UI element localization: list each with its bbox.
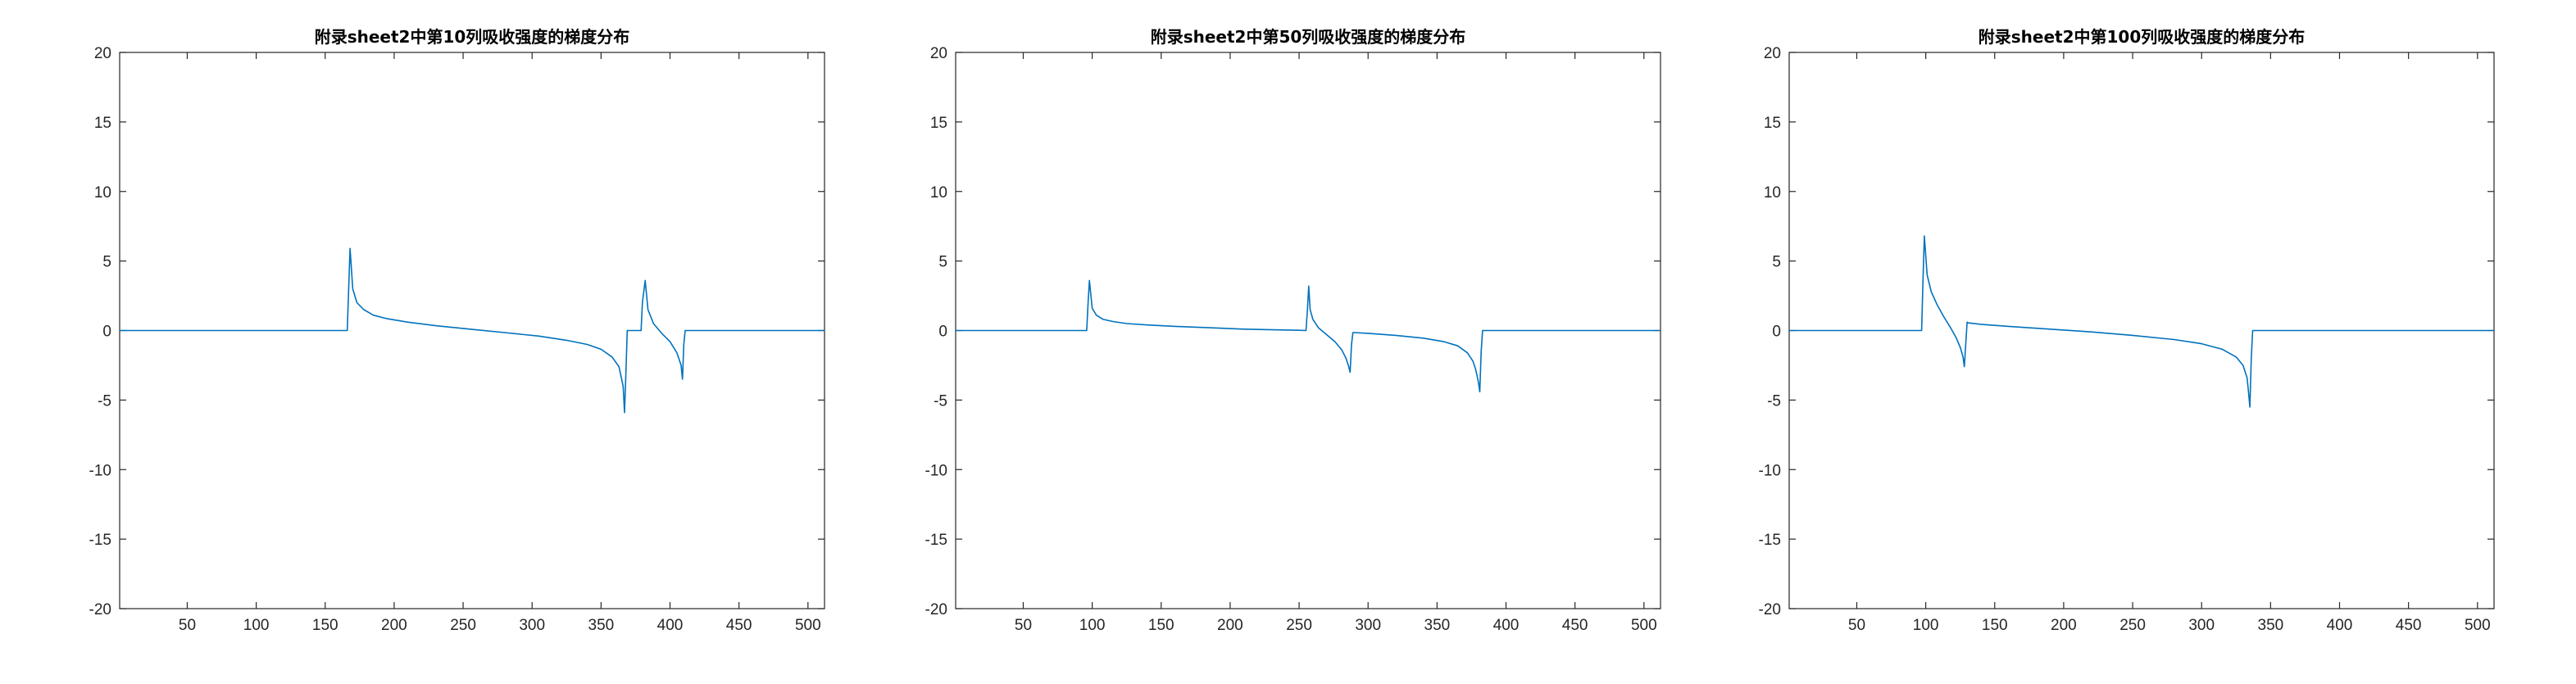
y-tick-label: 0 [1772,324,1781,341]
x-tick-label: 150 [312,617,338,634]
y-tick-label: 5 [1772,254,1781,271]
x-tick-label: 350 [588,617,615,634]
chart-title: 附录sheet2中第10列吸收强度的梯度分布 [315,27,630,47]
series-line [120,247,825,414]
y-tick-label: -10 [89,462,111,479]
x-tick-label: 250 [450,617,476,634]
y-tick-label: -10 [925,462,947,479]
y-tick-label: 5 [102,254,111,271]
x-tick-label: 350 [1424,617,1451,634]
x-tick-label: 500 [2465,617,2491,634]
y-tick-label: -15 [925,532,947,549]
axis-ticks: 50 100 150 200 250 300 350 400 450 500-20-15-10-5… [1759,45,2494,634]
series-line [956,279,1661,393]
x-tick-label: 200 [381,617,407,634]
x-tick-label: 250 [1286,617,1312,634]
x-tick-label: 500 [795,617,821,634]
x-tick-label: 50 [179,617,196,634]
x-tick-label: 350 [2258,617,2284,634]
x-tick-label: 500 [1631,617,1657,634]
y-tick-label: 15 [94,115,111,132]
y-tick-label: -5 [934,392,947,410]
y-tick-label: -15 [89,532,111,549]
x-tick-label: 100 [1913,617,1939,634]
x-tick-label: 50 [1848,617,1865,634]
y-tick-label: -20 [925,601,947,618]
chart-title: 附录sheet2中第100列吸收强度的梯度分布 [1979,27,2306,47]
x-tick-label: 450 [2396,617,2422,634]
chart-column-100: 附录sheet2中第100列吸收强度的梯度分布 50 100 150 200 250 30… [1759,27,2495,634]
y-tick-label: -15 [1759,532,1781,549]
y-tick-label: -5 [1767,392,1781,410]
x-tick-label: 300 [2188,617,2215,634]
x-tick-label: 250 [2119,617,2146,634]
y-tick-label: 0 [102,324,111,341]
y-tick-label: 15 [930,115,947,132]
chart-column-50: 附录sheet2中第50列吸收强度的梯度分布 50 100 150 200 250 300… [925,27,1661,634]
y-tick-label: -5 [98,392,111,410]
x-tick-label: 300 [1355,617,1381,634]
chart-column-10: 附录sheet2中第10列吸收强度的梯度分布 50 100 150 200 250 300… [89,27,825,634]
x-tick-label: 400 [1493,617,1520,634]
y-tick-label: 10 [930,184,947,202]
x-tick-label: 200 [1217,617,1243,634]
x-tick-label: 400 [657,617,684,634]
x-tick-label: 150 [1148,617,1174,634]
axis-ticks: 50 100 150 200 250 300 350 400 450 500-20-15-10-5… [925,45,1661,634]
x-tick-label: 450 [726,617,752,634]
y-tick-label: -20 [89,601,111,618]
x-tick-label: 450 [1562,617,1588,634]
x-tick-label: 100 [243,617,270,634]
y-tick-label: 20 [1764,45,1781,62]
y-tick-label: 15 [1764,115,1781,132]
x-tick-label: 100 [1079,617,1106,634]
y-tick-label: 5 [938,254,947,271]
y-tick-label: 20 [94,45,111,62]
series-line [1789,235,2494,408]
y-tick-label: -20 [1759,601,1781,618]
x-tick-label: 150 [1982,617,2008,634]
axis-ticks: 50 100 150 200 250 300 350 400 450 500-20-15-10-5… [89,45,825,634]
y-tick-label: 0 [938,324,947,341]
y-tick-label: -10 [1759,462,1781,479]
chart-title: 附录sheet2中第50列吸收强度的梯度分布 [1151,27,1466,47]
x-tick-label: 300 [519,617,545,634]
x-tick-label: 200 [2051,617,2077,634]
x-tick-label: 50 [1015,617,1032,634]
y-tick-label: 10 [94,184,111,202]
y-tick-label: 20 [930,45,947,62]
x-tick-label: 400 [2327,617,2353,634]
y-tick-label: 10 [1764,184,1781,202]
